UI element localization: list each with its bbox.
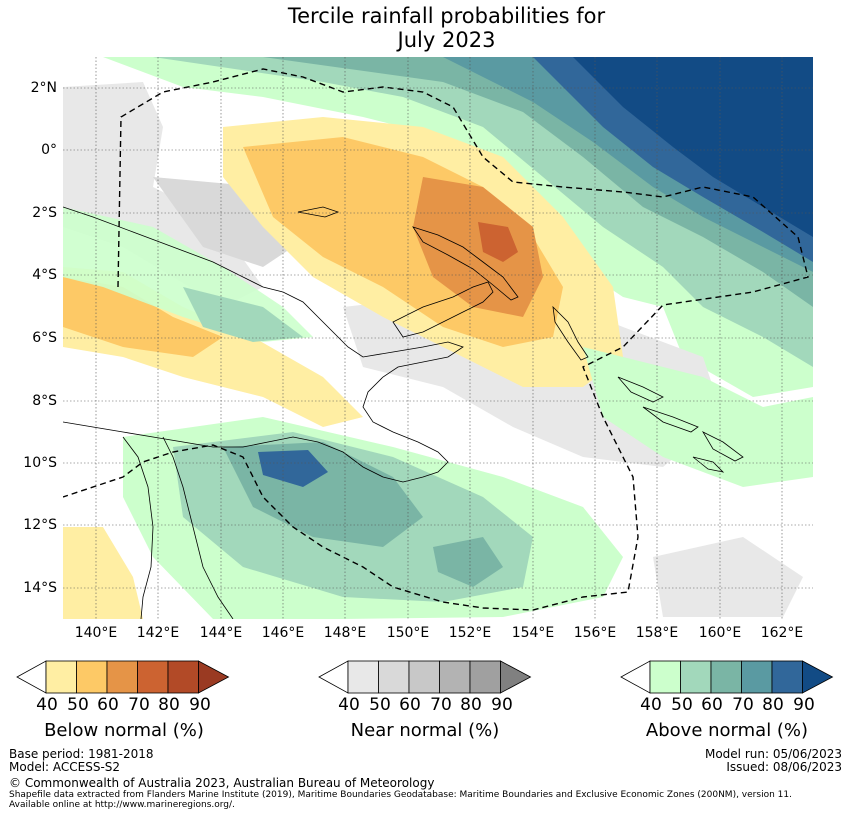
lat-label: 4°S: [32, 267, 57, 283]
lon-label: 150°E: [386, 625, 430, 641]
lon-label: 156°E: [573, 625, 617, 641]
new-ireland-coastline: [412, 226, 519, 301]
colorbar-extend-max: [802, 660, 834, 694]
lon-label: 162°E: [760, 625, 804, 641]
lat-label: 0°: [41, 142, 57, 158]
below-normal-region-c-70: [478, 222, 518, 262]
above-tick: 60: [701, 695, 723, 715]
below-tick: 70: [128, 695, 150, 715]
above-normal-region-s-70: [258, 450, 328, 487]
near-normal-region-se: [653, 537, 803, 617]
above-normal-colorbar: [620, 660, 834, 694]
above-tick: 50: [671, 695, 693, 715]
lat-label: 12°S: [23, 517, 57, 533]
colorbar-segment: [469, 660, 501, 694]
near-tick: 70: [430, 695, 452, 715]
near-tick: 50: [369, 695, 391, 715]
colorbar-segment: [347, 660, 379, 694]
rainfall-probability-map: [63, 57, 813, 619]
below-tick: 40: [36, 695, 58, 715]
lon-label: 140°E: [74, 625, 118, 641]
above-normal-region-ne-90: [573, 57, 813, 237]
below-tick: 90: [189, 695, 211, 715]
colorbar-extend-max: [500, 660, 532, 694]
lat-label: 2°N: [30, 80, 57, 96]
colorbar-segment: [710, 660, 742, 694]
colorbar-segment: [137, 660, 169, 694]
shapefile-credit-2: Available online at http://www.marinereg…: [9, 800, 235, 810]
colorbar-segment: [439, 660, 471, 694]
new-guinea-coastline: [63, 206, 464, 483]
model-run: Model run: 05/06/2023: [704, 747, 842, 761]
title-line-1: Tercile rainfall probabilities for: [287, 4, 606, 28]
near-tick: 90: [491, 695, 513, 715]
lat-label: 14°S: [23, 580, 57, 596]
lon-label: 160°E: [698, 625, 742, 641]
model-name: Model: ACCESS-S2: [9, 760, 121, 774]
colorbar-segment: [45, 660, 77, 694]
map-title: Tercile rainfall probabilities for July …: [0, 4, 850, 52]
colorbar-extend-min: [16, 660, 47, 694]
below-tick: 60: [97, 695, 119, 715]
lat-label: 6°S: [32, 330, 57, 346]
near-tick: 80: [460, 695, 482, 715]
colorbar-segment: [167, 660, 199, 694]
below-normal-region-w-50: [63, 277, 223, 357]
australia-coastline: [122, 436, 234, 619]
above-tick: 80: [762, 695, 784, 715]
colorbar-segment: [408, 660, 440, 694]
colorbar-extend-max: [198, 660, 230, 694]
colorbar-segment: [680, 660, 712, 694]
below-normal-region-sw: [63, 527, 143, 619]
above-normal-region-w-50: [183, 287, 303, 342]
colorbar-segment: [771, 660, 803, 694]
manus-island: [297, 206, 340, 218]
lon-label: 158°E: [635, 625, 679, 641]
below-normal-colorbar: [16, 660, 230, 694]
below-normal-region-c-60: [413, 177, 543, 317]
copyright: © Commonwealth of Australia 2023, Austra…: [9, 776, 435, 790]
title-line-2: July 2023: [397, 28, 496, 52]
colorbar-segment: [106, 660, 138, 694]
lon-label: 146°E: [261, 625, 305, 641]
colorbar-extend-min: [620, 660, 651, 694]
lon-label: 144°E: [199, 625, 243, 641]
maritime-boundary: [63, 68, 809, 611]
solomon-islands-coastline: [617, 376, 744, 473]
shapefile-credit-1: Shapefile data extracted from Flanders M…: [9, 790, 792, 800]
above-normal-label: Above normal (%): [645, 720, 809, 741]
near-tick: 40: [338, 695, 360, 715]
colorbar-segment: [76, 660, 108, 694]
lon-label: 148°E: [323, 625, 367, 641]
near-normal-region-w: [63, 82, 263, 307]
lat-label: 10°S: [23, 455, 57, 471]
colorbar-segment: [378, 660, 410, 694]
colorbar-segment: [649, 660, 681, 694]
above-tick: 40: [640, 695, 662, 715]
colorbar-extend-min: [318, 660, 349, 694]
above-normal-region-e: [583, 347, 813, 487]
near-normal-colorbar: [318, 660, 532, 694]
colorbar-segment: [741, 660, 773, 694]
near-tick: 60: [399, 695, 421, 715]
lon-label: 142°E: [136, 625, 180, 641]
issued-date: Issued: 08/06/2023: [726, 760, 842, 774]
new-britain-coastline: [392, 281, 494, 338]
below-tick: 80: [158, 695, 180, 715]
above-tick: 90: [793, 695, 815, 715]
below-normal-label: Below normal (%): [44, 720, 204, 741]
lat-label: 8°S: [32, 393, 57, 409]
lon-label: 152°E: [448, 625, 492, 641]
above-normal-region-s-72: [433, 537, 503, 587]
below-tick: 50: [67, 695, 89, 715]
above-tick: 70: [732, 695, 754, 715]
lat-label: 2°S: [32, 205, 57, 221]
map-gridlines: [63, 57, 813, 619]
bougainville-coastline: [552, 305, 589, 361]
base-period: Base period: 1981-2018: [9, 747, 154, 761]
near-normal-label: Near normal (%): [350, 720, 500, 741]
lon-label: 154°E: [511, 625, 555, 641]
